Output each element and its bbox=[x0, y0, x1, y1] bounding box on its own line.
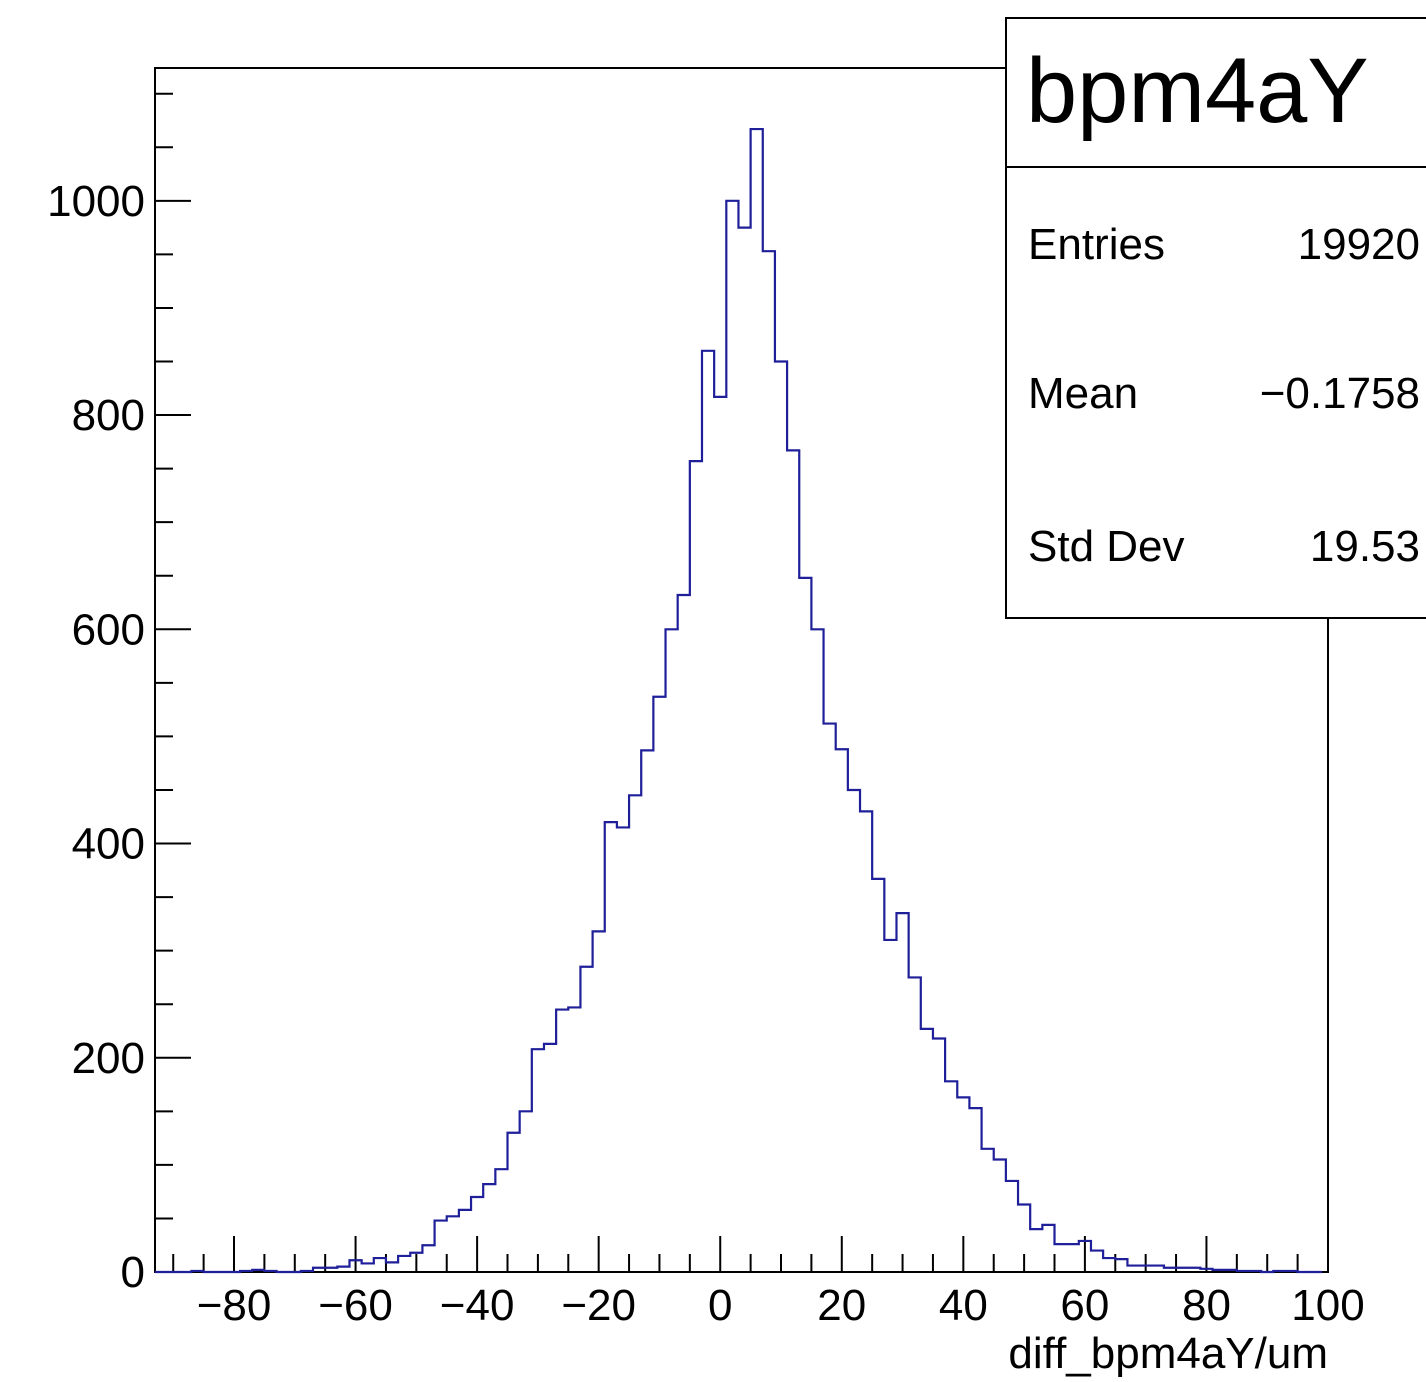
x-axis: −80 −60 −40 −20 0 20 40 60 80 100 bbox=[172, 1236, 1365, 1330]
plot-frame bbox=[154, 67, 1329, 1273]
y-tick-label: 800 bbox=[72, 391, 145, 440]
y-tick-label: 600 bbox=[72, 605, 145, 654]
stats-entries-label: Entries bbox=[1028, 220, 1165, 269]
x-tick-label: 80 bbox=[1182, 1281, 1231, 1330]
x-tick-label: −20 bbox=[561, 1281, 636, 1330]
histogram-line bbox=[155, 127, 1322, 1274]
stats-mean-value: −0.1758 bbox=[1260, 369, 1420, 418]
x-tick-label: −60 bbox=[318, 1281, 393, 1330]
x-tick-label: −40 bbox=[440, 1281, 515, 1330]
y-tick-label: 400 bbox=[72, 820, 145, 869]
y-tick-label: 200 bbox=[72, 1034, 145, 1083]
y-axis: 0 200 400 600 800 1000 bbox=[47, 92, 191, 1297]
y-tick-label: 1000 bbox=[47, 177, 145, 226]
x-tick-label: 60 bbox=[1060, 1281, 1109, 1330]
stats-entries-value: 19920 bbox=[1298, 220, 1420, 269]
x-tick-label: −80 bbox=[197, 1281, 272, 1330]
stats-box-title: bpm4aY bbox=[1026, 40, 1369, 142]
histogram-layer bbox=[155, 127, 1322, 1274]
stats-box: bpm4aY Entries 19920 Mean −0.1758 Std De… bbox=[1005, 17, 1426, 619]
x-axis-title: diff_bpm4aY/um bbox=[1008, 1329, 1328, 1378]
stats-box-frame bbox=[1005, 17, 1426, 619]
x-tick-label: 20 bbox=[817, 1281, 866, 1330]
stats-mean-label: Mean bbox=[1028, 369, 1138, 418]
x-tick-label: 100 bbox=[1291, 1281, 1364, 1330]
stats-stddev-value: 19.53 bbox=[1310, 522, 1420, 571]
stats-stddev-label: Std Dev bbox=[1028, 522, 1185, 571]
y-tick-label: 0 bbox=[121, 1248, 145, 1297]
x-tick-label: 40 bbox=[939, 1281, 988, 1330]
x-tick-label: 0 bbox=[708, 1281, 732, 1330]
